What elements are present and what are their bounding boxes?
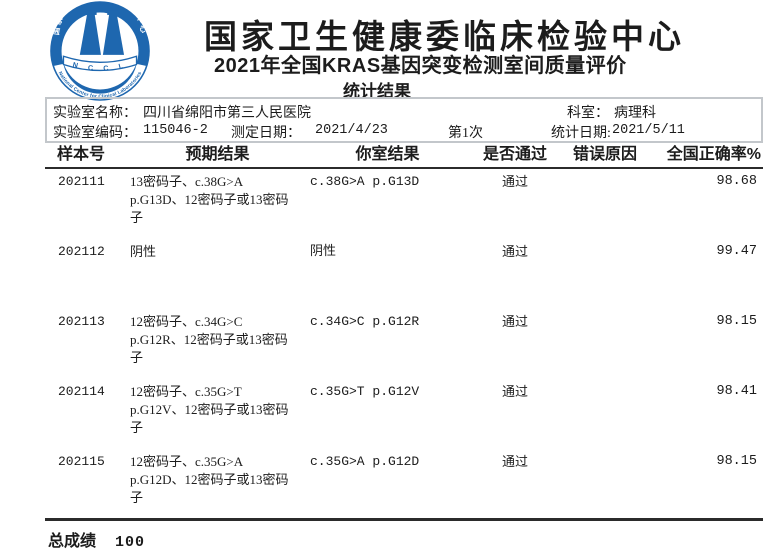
national-rate-cell: 98.15 <box>716 314 757 329</box>
error-reason-cell <box>560 241 650 243</box>
total-score-row: 总成绩 100 <box>48 527 145 551</box>
expected-result-cell: 13密码子、c.38G>A p.G13D、12密码子或13密码子 <box>130 174 289 225</box>
department-value: 病理科 <box>614 106 656 121</box>
lab-code-label: 实验室编码： <box>53 126 137 141</box>
table-row: 202111 13密码子、c.38G>A p.G13D、12密码子或13密码子 c.3… <box>45 171 763 241</box>
col-header-sample: 样本号 <box>57 146 106 163</box>
national-rate-cell: 98.41 <box>716 384 757 399</box>
col-header-national-rate: 全国正确率% <box>666 146 761 163</box>
your-result-cell: c.38G>A p.G13D <box>310 174 420 189</box>
pass-status-cell: 通过 <box>501 244 528 259</box>
pass-status-cell: 通过 <box>501 384 528 399</box>
national-rate-cell: 99.47 <box>716 244 757 259</box>
pass-status-cell: 通过 <box>501 454 528 469</box>
your-result-cell: c.35G>T p.G12V <box>310 384 420 399</box>
nccl-ribbon <box>62 55 138 72</box>
total-score-value: 100 <box>115 534 146 551</box>
test-date-value: 2021/4/23 <box>315 123 388 138</box>
total-divider <box>45 518 763 521</box>
error-reason-cell <box>560 451 650 453</box>
national-rate-cell: 98.15 <box>716 454 757 469</box>
table-row: 202115 12密码子、c.35G>A p.G12D、12密码子或13密码子 c.3… <box>45 451 763 521</box>
expected-result-cell: 12密码子、c.35G>A p.G12D、12密码子或13密码子 <box>130 454 289 505</box>
report-title: 2021年全国KRAS基因突变检测室间质量评价 <box>214 55 627 77</box>
test-date-label: 测定日期： <box>231 126 301 141</box>
nccl-logo: N C C L 国家卫生健康委临床检验中心 National Center fo… <box>50 1 150 101</box>
expected-result-cell: 阴性 <box>130 244 157 259</box>
error-reason-cell <box>560 381 650 383</box>
org-title: 国家卫生健康委临床检验中心 <box>204 20 685 56</box>
lab-code-value: 115046-2 <box>143 123 208 138</box>
col-header-error: 错误原因 <box>572 146 637 163</box>
expected-result-cell: 12密码子、c.35G>T p.G12V、12密码子或13密码子 <box>130 384 289 435</box>
results-table-body: 202111 13密码子、c.38G>A p.G13D、12密码子或13密码子 c.3… <box>45 171 763 521</box>
table-row: 202113 12密码子、c.34G>C p.G12R、12密码子或13密码子 c.3… <box>45 311 763 381</box>
flasks-icon <box>79 10 125 55</box>
lab-name-value: 四川省绵阳市第三人民医院 <box>143 106 311 121</box>
pass-status-cell: 通过 <box>501 314 528 329</box>
your-result-cell: c.34G>C p.G12R <box>310 314 420 329</box>
error-reason-cell <box>560 171 650 173</box>
sample-id-cell: 202112 <box>58 244 105 259</box>
col-header-expected: 预期结果 <box>185 146 250 163</box>
lab-name-label: 实验室名称： <box>53 106 137 121</box>
logo-nccl-text: N C C L <box>72 60 124 73</box>
sample-id-cell: 202114 <box>58 384 105 399</box>
table-row: 202114 12密码子、c.35G>T p.G12V、12密码子或13密码子 c.3… <box>45 381 763 451</box>
svg-text:N C C L: N C C L <box>72 60 128 73</box>
total-score-label: 总成绩 <box>48 533 97 550</box>
col-header-your-result: 你室结果 <box>355 146 420 163</box>
sample-id-cell: 202111 <box>58 174 105 189</box>
col-header-pass: 是否通过 <box>482 146 547 163</box>
pass-status-cell: 通过 <box>501 174 528 189</box>
error-reason-cell <box>560 311 650 313</box>
sample-id-cell: 202113 <box>58 314 105 329</box>
stat-date-label: 统计日期: <box>551 126 611 141</box>
lab-info-box: 实验室名称： 四川省绵阳市第三人民医院 科室： 病理科 实验室编码： 11504… <box>45 97 763 143</box>
department-label: 科室： <box>567 106 609 121</box>
report-subtitle: 统计结果 <box>343 82 411 101</box>
attempt-number: 第1次 <box>448 126 483 141</box>
your-result-cell: 阴性 <box>310 244 337 259</box>
sample-id-cell: 202115 <box>58 454 105 469</box>
expected-result-cell: 12密码子、c.34G>C p.G12R、12密码子或13密码子 <box>130 314 288 365</box>
your-result-cell: c.35G>A p.G12D <box>310 454 420 469</box>
table-row: 202112 阴性 阴性 通过 99.47 <box>45 241 763 311</box>
national-rate-cell: 98.68 <box>716 174 757 189</box>
results-table-header: 样本号 预期结果 你室结果 是否通过 错误原因 全国正确率% <box>45 145 763 169</box>
stat-date-value: 2021/5/11 <box>612 123 685 138</box>
